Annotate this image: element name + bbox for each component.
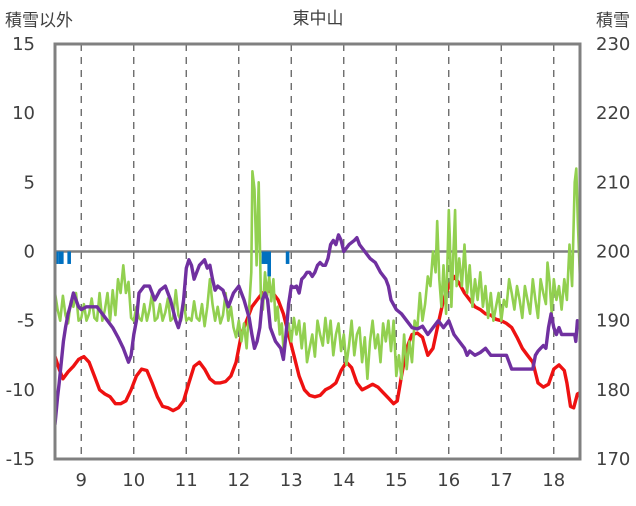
series-3-bar (54, 251, 59, 264)
left-axis-label: 積雪以外 (5, 11, 73, 31)
x-tick-label: 10 (122, 470, 145, 491)
x-tick-label: 16 (437, 470, 460, 491)
x-tick-label: 15 (385, 470, 408, 491)
series-3-bar (263, 251, 268, 264)
x-tick-label: 17 (490, 470, 513, 491)
x-tick-label: 11 (175, 470, 198, 491)
left-tick-label: 15 (12, 34, 35, 55)
x-axis-ticks: 9 10 11 12 13 14 15 16 17 18 (76, 470, 566, 491)
right-axis-ticks: 230 220 210 200 190 180 170 (596, 34, 630, 470)
left-tick-label: -15 (6, 449, 35, 470)
series-3-bar (267, 251, 271, 277)
x-tick-label: 9 (76, 470, 87, 491)
plot-frame (53, 42, 582, 461)
series-group (54, 167, 580, 427)
right-tick-label: 200 (596, 242, 630, 263)
x-tick-label: 18 (542, 470, 565, 491)
right-axis-label: 積雪 (596, 11, 630, 31)
left-tick-label: 10 (12, 103, 35, 124)
left-tick-label: 0 (24, 242, 35, 263)
right-tick-label: 230 (596, 34, 630, 55)
right-tick-label: 220 (596, 103, 630, 124)
series-3-bar (285, 251, 290, 264)
x-tick-label: 14 (332, 470, 355, 491)
left-tick-label: 5 (24, 172, 35, 193)
series-3-bar (67, 251, 71, 264)
left-tick-label: -10 (6, 380, 35, 401)
right-tick-label: 210 (596, 172, 630, 193)
right-tick-label: 170 (596, 449, 630, 470)
x-tick-label: 13 (280, 470, 303, 491)
left-axis-ticks: 15 10 5 0 -5 -10 -15 (6, 34, 35, 470)
chart-title: 東中山 (293, 9, 344, 29)
x-tick-label: 12 (227, 470, 250, 491)
series-2-line (55, 233, 580, 427)
right-tick-label: 190 (596, 311, 630, 332)
grid (55, 44, 580, 459)
series-3-bar (60, 251, 64, 264)
series-1-line (55, 167, 580, 381)
left-tick-label: -5 (17, 311, 35, 332)
right-tick-label: 180 (596, 380, 630, 401)
series-3-bar (261, 251, 266, 264)
